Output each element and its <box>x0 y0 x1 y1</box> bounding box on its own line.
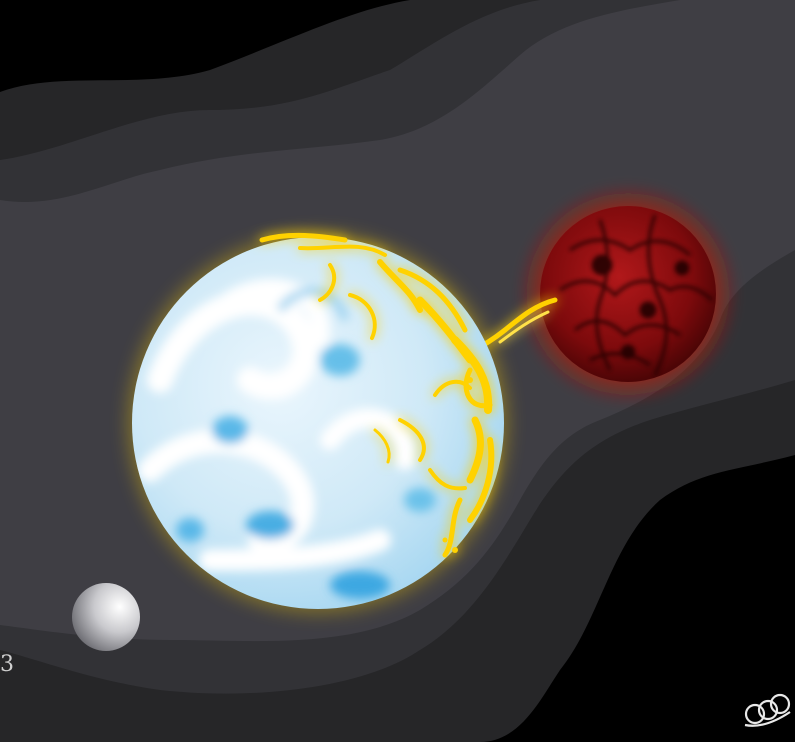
artist-signature-icon <box>744 693 791 727</box>
accretion-flames <box>259 232 495 558</box>
accretion-sparks <box>427 307 473 553</box>
red-giant-star <box>516 182 740 406</box>
edge-number-label: 3 <box>0 652 14 677</box>
small-moon <box>72 583 140 651</box>
white-dwarf-star <box>128 233 508 613</box>
